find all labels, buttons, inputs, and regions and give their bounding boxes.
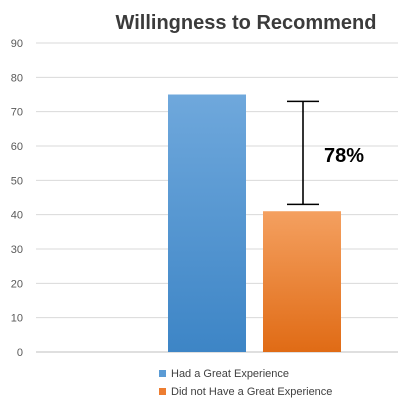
range-bracket: 78%: [287, 100, 364, 206]
y-tick-label: 40: [11, 210, 23, 222]
y-tick-label: 80: [11, 72, 23, 84]
y-tick-label: 90: [11, 38, 23, 50]
bars: [168, 94, 341, 352]
y-tick-label: 50: [11, 175, 23, 187]
y-tick-label: 70: [11, 107, 23, 119]
legend: Had a Great Experience Did not Have a Gre…: [159, 368, 332, 398]
chart-title: Willingness to Recommend: [116, 12, 377, 34]
y-tick-label: 60: [11, 141, 23, 153]
bar-great-experience: [168, 94, 246, 352]
legend-swatch: [159, 370, 166, 377]
y-tick-label: 30: [11, 244, 23, 256]
y-tick-label: 0: [17, 347, 23, 359]
bar-not-great-experience: [263, 211, 341, 352]
y-axis-ticks: 0 10 20 30 40 50 60 70 80 90: [11, 38, 23, 359]
legend-label: Had a Great Experience: [171, 368, 289, 380]
y-tick-label: 20: [11, 278, 23, 290]
y-tick-label: 10: [11, 313, 23, 325]
annotation-label: 78%: [324, 145, 364, 167]
legend-label: Did not Have a Great Experience: [171, 386, 332, 398]
legend-swatch: [159, 388, 166, 395]
